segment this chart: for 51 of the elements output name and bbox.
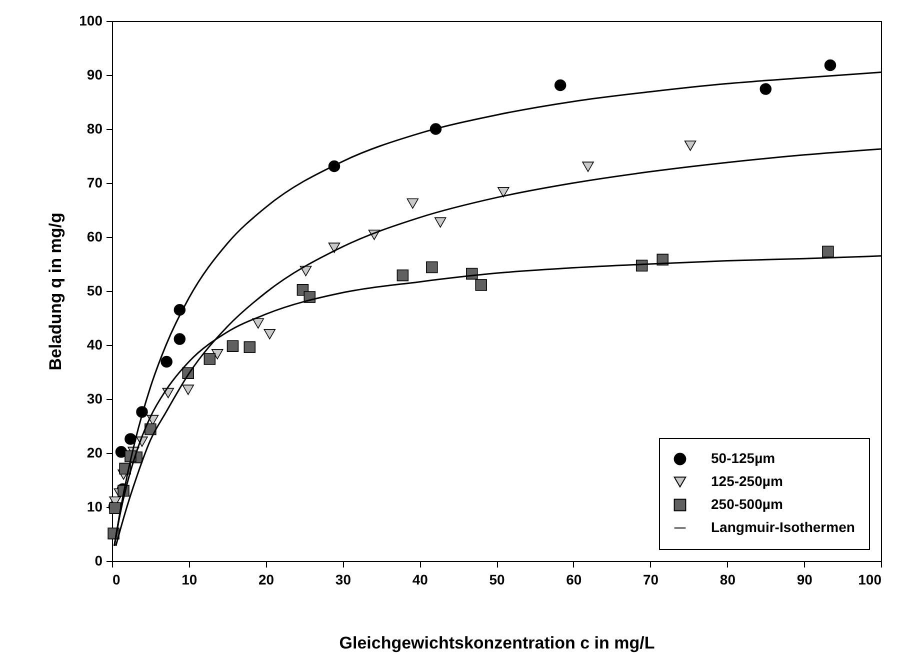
x-tick-label: 0 bbox=[112, 572, 120, 588]
point bbox=[211, 349, 224, 360]
point bbox=[684, 140, 696, 151]
y-axis-title: Beladung q in mg/g bbox=[46, 212, 66, 370]
x-tick-label: 10 bbox=[182, 572, 198, 588]
point bbox=[328, 242, 340, 253]
point bbox=[244, 341, 256, 354]
point bbox=[824, 59, 836, 72]
point bbox=[822, 246, 834, 258]
y-tick-label: 20 bbox=[86, 444, 103, 460]
point bbox=[406, 198, 419, 209]
y-tick-label: 60 bbox=[86, 228, 103, 244]
point bbox=[434, 217, 446, 228]
point bbox=[426, 261, 438, 274]
x-tick-label: 80 bbox=[720, 572, 736, 588]
point bbox=[475, 279, 487, 291]
x-tick-label: 40 bbox=[412, 572, 428, 588]
legend-label: 50-125µm bbox=[711, 450, 776, 466]
y-tick-label: 40 bbox=[86, 336, 103, 352]
x-tick-label: 30 bbox=[335, 572, 352, 588]
y-tick-label: 0 bbox=[94, 552, 103, 568]
x-axis-title: Gleichgewichtskonzentration c in mg/L bbox=[339, 634, 655, 652]
legend-label: 125-250µm bbox=[711, 473, 783, 489]
point bbox=[226, 340, 239, 352]
y-tick-label: 50 bbox=[86, 282, 103, 298]
y-tick-label: 10 bbox=[86, 498, 103, 514]
x-tick-label: 50 bbox=[489, 572, 505, 588]
legend-label: 250-500µm bbox=[711, 496, 783, 512]
point bbox=[252, 318, 264, 329]
x-tick-label: 60 bbox=[566, 572, 582, 588]
point bbox=[174, 333, 186, 345]
legend-label: Langmuir-Isothermen bbox=[711, 519, 855, 535]
x-tick-label: 20 bbox=[258, 572, 274, 588]
x-tick-label: 90 bbox=[796, 572, 813, 588]
point bbox=[124, 433, 136, 445]
point bbox=[554, 79, 566, 92]
point bbox=[582, 162, 594, 172]
y-tick-label: 30 bbox=[86, 390, 103, 406]
point bbox=[498, 187, 510, 198]
y-tick-label: 100 bbox=[79, 12, 103, 28]
point bbox=[760, 83, 772, 95]
y-tick-label: 80 bbox=[86, 120, 103, 136]
point bbox=[396, 269, 409, 282]
point bbox=[204, 353, 216, 365]
point bbox=[264, 329, 276, 340]
x-tick-label: 70 bbox=[643, 572, 659, 588]
point bbox=[182, 384, 194, 395]
point bbox=[160, 356, 172, 368]
y-tick-label: 70 bbox=[86, 174, 103, 190]
y-tick-label: 90 bbox=[86, 66, 103, 82]
x-tick-label: 100 bbox=[858, 572, 882, 588]
